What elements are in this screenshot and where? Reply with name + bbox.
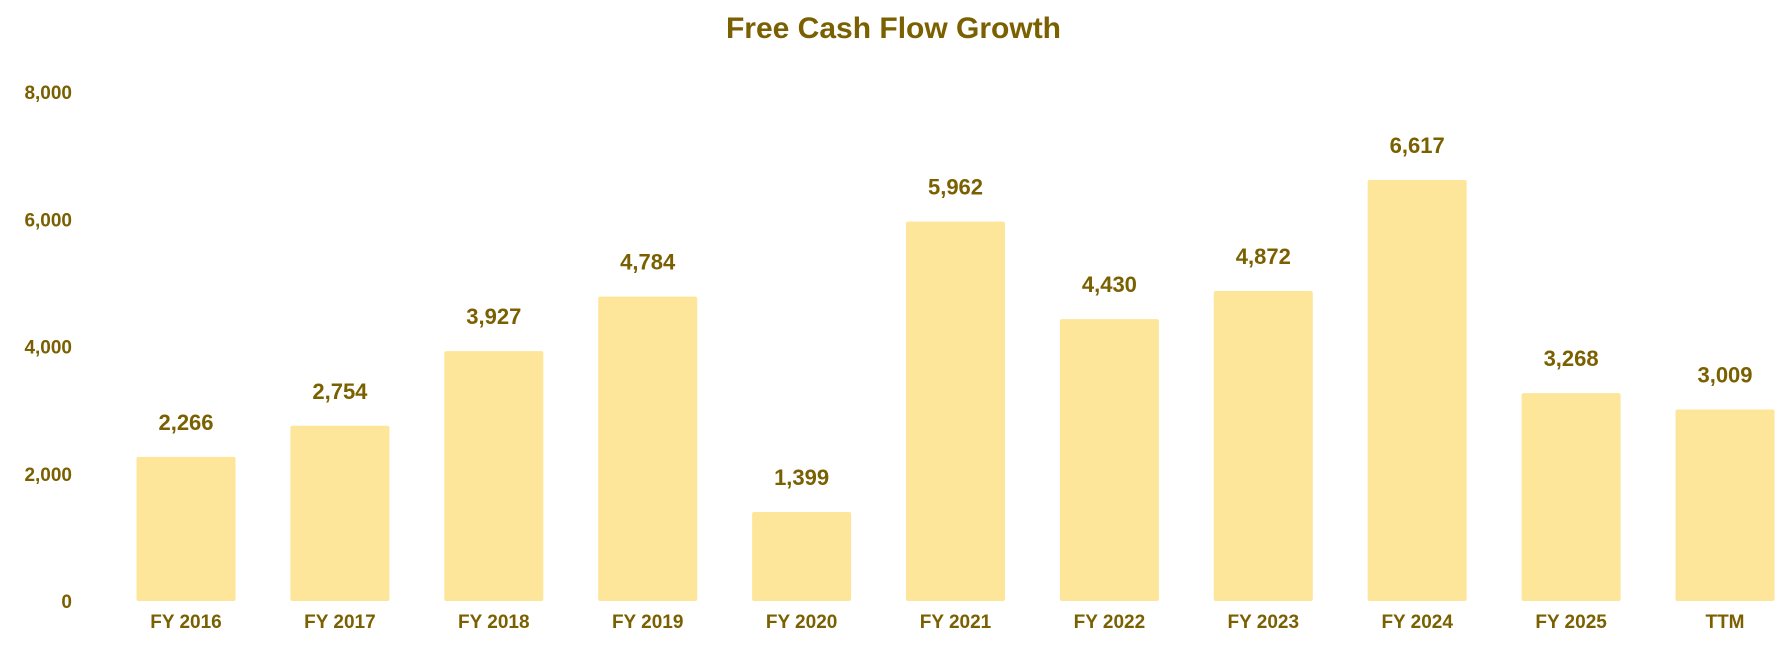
bar [1675,409,1775,601]
x-tick-label: FY 2016 [150,612,221,633]
x-tick-label: FY 2017 [304,612,375,633]
x-tick-label: FY 2018 [458,612,529,633]
bar [598,296,698,601]
x-tick-label: FY 2022 [1074,612,1145,633]
x-tick-label: FY 2020 [766,612,837,633]
data-label: 5,962 [928,175,983,200]
bar [1213,291,1313,601]
x-tick-label: FY 2024 [1381,612,1453,633]
x-tick-label: FY 2021 [920,612,992,633]
bar [1521,393,1621,601]
data-label: 3,268 [1544,346,1599,371]
y-tick-label: 4,000 [24,338,72,359]
data-label: 2,754 [312,379,368,404]
bar [1059,319,1159,601]
data-label: 4,872 [1236,244,1291,269]
bar [444,351,544,601]
data-label: 2,266 [158,410,213,435]
data-label: 6,617 [1390,133,1445,158]
bar [136,456,236,601]
bar [1367,179,1467,601]
x-tick-label: FY 2023 [1228,612,1299,633]
bar [752,511,852,601]
y-tick-label: 8,000 [24,83,72,104]
data-label: 3,927 [466,304,521,329]
x-tick-label: FY 2019 [612,612,683,633]
x-tick-label: TTM [1705,612,1744,633]
y-tick-label: 6,000 [24,210,72,231]
data-label: 1,399 [774,465,829,490]
y-tick-label: 0 [61,592,72,613]
bar [906,221,1005,601]
data-label: 4,784 [620,250,676,275]
y-tick-label: 2,000 [24,465,72,486]
chart-title: Free Cash Flow Growth [725,12,1062,45]
data-label: 3,009 [1697,363,1752,388]
bar [290,425,390,601]
x-tick-label: FY 2025 [1535,612,1607,633]
data-label: 4,430 [1082,272,1137,297]
